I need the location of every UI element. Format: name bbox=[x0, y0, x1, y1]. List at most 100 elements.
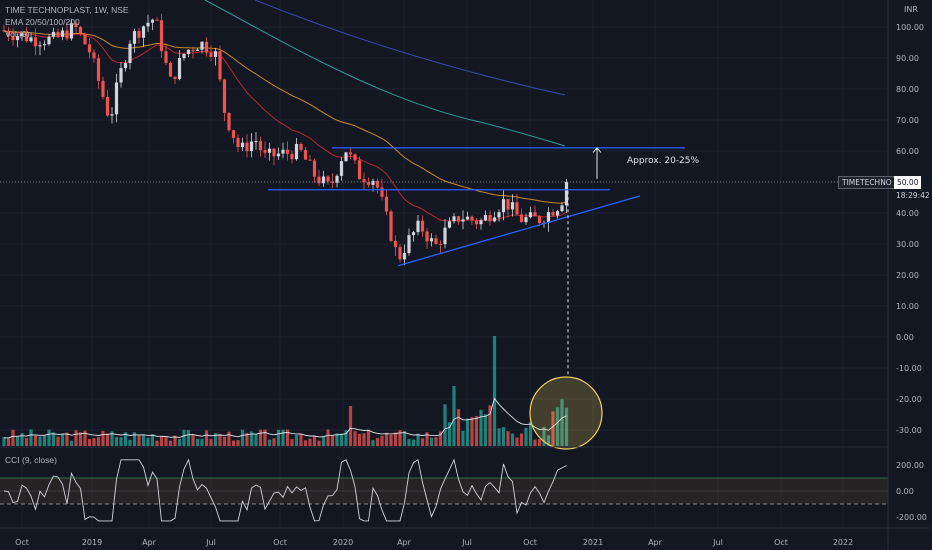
candle-body bbox=[69, 23, 74, 39]
volume-bar bbox=[200, 438, 204, 446]
time-tick-label: Oct bbox=[774, 538, 788, 547]
candle-body bbox=[146, 22, 150, 27]
candle-body bbox=[560, 205, 564, 212]
candle-body bbox=[83, 33, 87, 45]
volume-bar bbox=[551, 411, 555, 446]
candle-body bbox=[294, 143, 299, 160]
volume-bar bbox=[506, 431, 510, 446]
candle-body bbox=[96, 58, 101, 81]
volume-bar bbox=[123, 432, 128, 446]
ema-50-line bbox=[3, 30, 567, 204]
candle-body bbox=[60, 30, 65, 37]
volume-bar bbox=[537, 439, 542, 446]
candle-body bbox=[56, 31, 60, 37]
candle-body bbox=[456, 216, 461, 222]
candle-body bbox=[465, 216, 470, 220]
candle-body bbox=[411, 232, 416, 236]
volume-bar bbox=[258, 429, 263, 446]
volume-bar bbox=[195, 438, 200, 446]
candle-body bbox=[564, 182, 569, 206]
candle-body bbox=[420, 220, 425, 232]
volume-bar bbox=[384, 432, 389, 446]
volume-bar bbox=[533, 439, 537, 446]
candle-body bbox=[258, 141, 263, 151]
volume-bar bbox=[173, 435, 177, 446]
volume-bar bbox=[285, 429, 290, 446]
candle-body bbox=[87, 44, 92, 53]
price-tick-label: 70.00 bbox=[896, 116, 919, 125]
volume-bar bbox=[362, 433, 366, 446]
volume-bar bbox=[389, 434, 393, 446]
volume-bar bbox=[474, 415, 479, 446]
candle-body bbox=[209, 52, 213, 57]
volume-bar bbox=[456, 409, 461, 446]
volume-bar bbox=[515, 437, 519, 446]
candle-body bbox=[339, 161, 344, 176]
volume-bar bbox=[132, 432, 137, 446]
volume-bar bbox=[69, 440, 74, 446]
candle-body bbox=[123, 63, 128, 69]
volume-bar bbox=[344, 430, 348, 446]
time-tick-label: Jul bbox=[712, 538, 723, 547]
volume-bar bbox=[299, 434, 303, 446]
candle-body bbox=[263, 150, 267, 153]
volume-bar bbox=[555, 407, 560, 446]
candle-body bbox=[267, 148, 272, 153]
annotation-label: Approx. 20-25% bbox=[627, 156, 700, 166]
candle-body bbox=[438, 243, 443, 245]
volume-bar bbox=[317, 440, 321, 446]
candle-body bbox=[393, 240, 398, 248]
candle-body bbox=[362, 179, 366, 183]
candle-body bbox=[429, 238, 434, 242]
volume-bar bbox=[429, 437, 434, 446]
candle-body bbox=[366, 182, 371, 185]
candle-body bbox=[204, 41, 209, 53]
price-tick-label: 60.00 bbox=[896, 147, 919, 156]
candle-body bbox=[551, 212, 555, 216]
candle-body bbox=[227, 112, 231, 131]
candle-body bbox=[155, 19, 159, 21]
candle-body bbox=[33, 37, 38, 47]
volume-bar bbox=[110, 431, 114, 446]
volume-bar bbox=[213, 433, 218, 446]
candle-body bbox=[200, 41, 204, 50]
candle-body bbox=[195, 49, 200, 52]
candle-body bbox=[380, 187, 384, 197]
candle-body bbox=[308, 159, 312, 161]
candle-body bbox=[555, 211, 560, 216]
volume-bar bbox=[290, 439, 294, 446]
volume-bar bbox=[375, 437, 380, 446]
candle-body bbox=[528, 212, 533, 218]
volume-bar bbox=[164, 437, 168, 446]
price-tick-label: 30.00 bbox=[896, 240, 919, 249]
candle-body bbox=[20, 33, 24, 37]
candle-body bbox=[15, 36, 20, 41]
volume-bar bbox=[438, 431, 443, 446]
volume-bar bbox=[398, 430, 402, 446]
volume-bar bbox=[51, 432, 56, 446]
volume-bar bbox=[33, 435, 38, 446]
volume-bar bbox=[452, 386, 456, 446]
candle-body bbox=[236, 137, 240, 147]
volume-bar bbox=[254, 433, 258, 446]
candle-body bbox=[128, 43, 132, 64]
volume-bar bbox=[83, 430, 87, 446]
volume-bar bbox=[564, 407, 569, 446]
candle-body bbox=[299, 143, 303, 150]
price-tick-label: 20.00 bbox=[896, 271, 919, 280]
time-tick-label: Oct bbox=[273, 538, 287, 547]
candle-body bbox=[479, 220, 483, 225]
volume-bar bbox=[501, 427, 506, 446]
candle-body bbox=[245, 142, 249, 152]
volume-bar bbox=[479, 409, 483, 446]
volume-bar bbox=[443, 404, 447, 446]
candle-body bbox=[497, 212, 501, 218]
volume-bar bbox=[528, 421, 533, 446]
candle-body bbox=[434, 238, 438, 244]
cci-tick-label: 200.00 bbox=[896, 461, 924, 470]
volume-bar bbox=[461, 430, 465, 446]
ema-200-line bbox=[254, 0, 566, 96]
price-tick-label: 40.00 bbox=[896, 209, 919, 218]
volume-bar bbox=[96, 437, 101, 446]
